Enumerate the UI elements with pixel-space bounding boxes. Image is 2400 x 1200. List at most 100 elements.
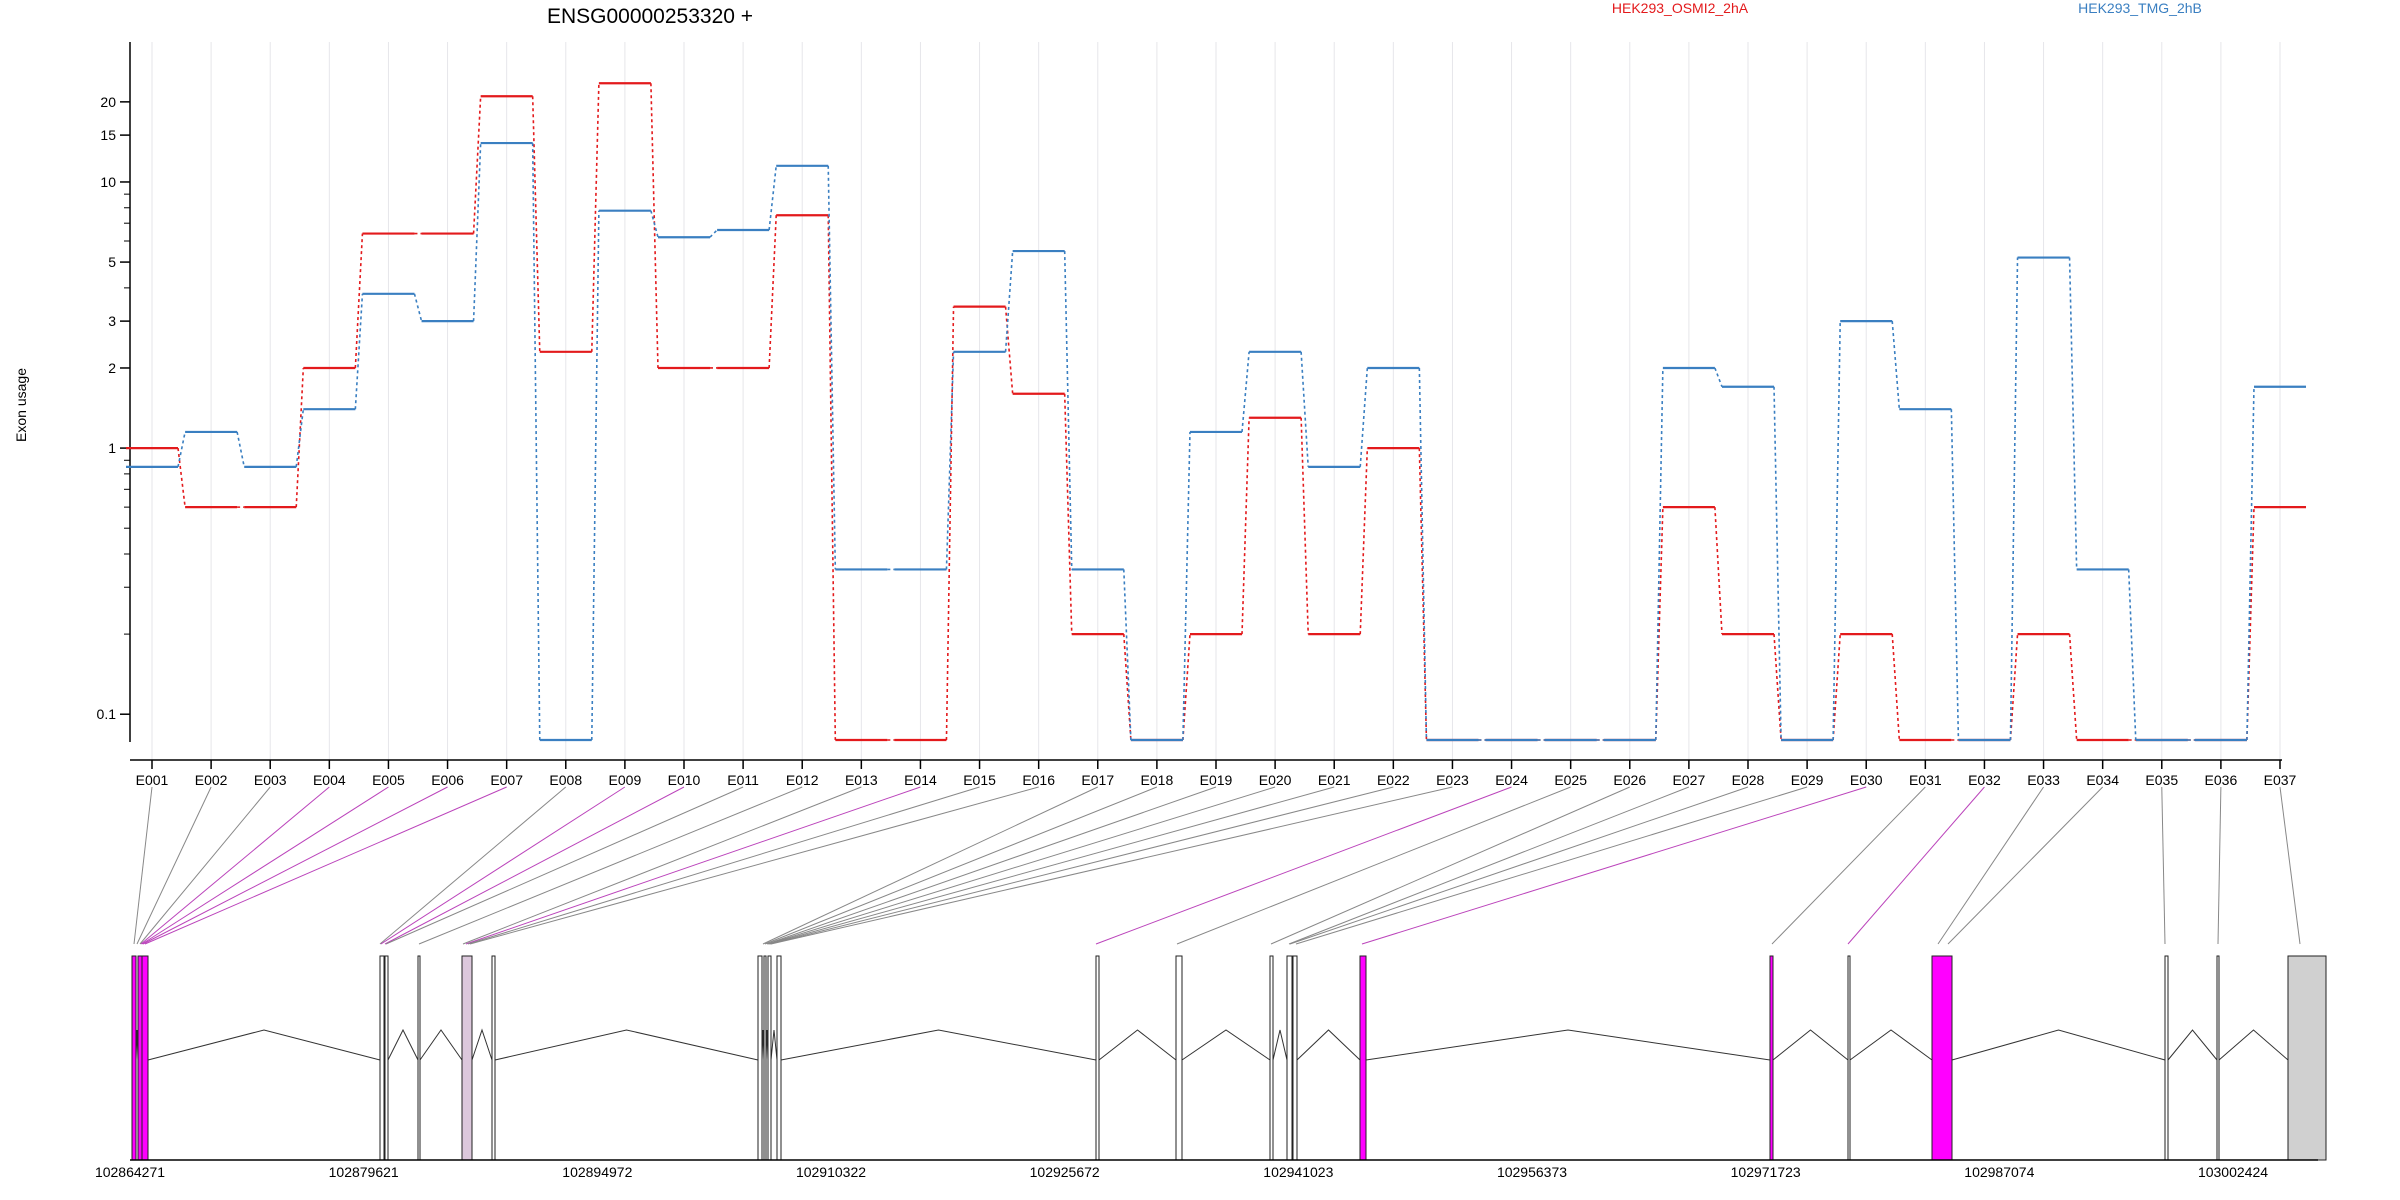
exon-connector bbox=[1289, 786, 1749, 945]
series-connector bbox=[1182, 634, 1191, 741]
exon-block bbox=[137, 955, 143, 1161]
series-lines bbox=[125, 82, 2307, 742]
x-tick-label: E014 bbox=[904, 772, 937, 788]
exon-connector bbox=[1288, 786, 1690, 945]
exon-connector bbox=[1270, 786, 1630, 945]
exon-connector bbox=[418, 786, 803, 945]
exon-block bbox=[1269, 955, 1274, 1161]
series-connector bbox=[1063, 393, 1073, 635]
exon-connector bbox=[1361, 786, 1867, 945]
y-tick-label: 3 bbox=[108, 313, 116, 329]
genomic-coordinate-label: 102864271 bbox=[95, 1164, 165, 1180]
exon-connector bbox=[142, 786, 448, 945]
exon-block bbox=[776, 955, 782, 1161]
series-connector bbox=[1241, 351, 1250, 433]
exon-block bbox=[2216, 955, 2220, 1161]
x-tick-label: E032 bbox=[1968, 772, 2001, 788]
series-connector bbox=[1300, 351, 1310, 467]
x-tick-label: E005 bbox=[372, 772, 405, 788]
intron-line bbox=[1181, 1029, 1271, 1061]
x-tick-label: E026 bbox=[1613, 772, 1646, 788]
exon-connector bbox=[766, 786, 1217, 945]
series-connector bbox=[177, 447, 186, 508]
intron-line bbox=[1365, 1029, 1771, 1061]
y-tick-label: 10 bbox=[100, 174, 116, 190]
x-tick-label: E007 bbox=[490, 772, 523, 788]
exon-connector bbox=[140, 786, 330, 945]
y-axis: 0.1 1 2 3 5 10 15 20 bbox=[97, 42, 131, 742]
genomic-coordinate-label: 102971723 bbox=[1731, 1164, 1801, 1180]
exon-block bbox=[1931, 955, 1953, 1161]
series-connector bbox=[1063, 251, 1073, 570]
exon-connector bbox=[380, 786, 626, 945]
series-connector bbox=[768, 165, 778, 231]
series-connector bbox=[650, 210, 659, 238]
exon-connector bbox=[2279, 786, 2301, 945]
genomic-coordinate-label: 103002424 bbox=[2198, 1164, 2268, 1180]
exon-block bbox=[384, 955, 389, 1161]
x-tick-label: E011 bbox=[727, 772, 759, 788]
genomic-coordinate-label: 102956373 bbox=[1497, 1164, 1567, 1180]
x-tick-label: E004 bbox=[313, 772, 346, 788]
intron-line bbox=[1272, 1029, 1288, 1061]
series-connector bbox=[2246, 507, 2255, 741]
intron-line bbox=[1849, 1029, 1933, 1061]
exon-connector bbox=[1937, 786, 2044, 945]
x-tick-label: E029 bbox=[1791, 772, 1824, 788]
series-connector bbox=[1654, 367, 1664, 741]
series-connector bbox=[2068, 634, 2078, 741]
exon-connector bbox=[384, 786, 685, 945]
exon-block bbox=[141, 955, 149, 1161]
exon-connector bbox=[385, 786, 744, 945]
vertical-gridlines bbox=[151, 42, 2281, 760]
series-connector bbox=[1182, 431, 1191, 741]
series-connector bbox=[1714, 367, 1723, 388]
x-tick-label: E021 bbox=[1318, 772, 1351, 788]
series-connector bbox=[590, 83, 600, 352]
intron-line bbox=[1951, 1029, 2166, 1061]
exon-connector bbox=[768, 786, 1335, 945]
genomic-coordinate-label: 102879621 bbox=[329, 1164, 399, 1180]
series-connector bbox=[1359, 367, 1369, 467]
series-connector bbox=[1300, 417, 1310, 635]
x-tick-label: E008 bbox=[549, 772, 582, 788]
genomic-coordinate-label: 102987074 bbox=[1964, 1164, 2034, 1180]
intron-line bbox=[2218, 1029, 2289, 1061]
x-tick-label: E010 bbox=[668, 772, 701, 788]
y-tick-label: 15 bbox=[100, 127, 116, 143]
series-connector bbox=[768, 215, 778, 369]
exon-connector bbox=[764, 786, 1158, 945]
y-tick-label: 1 bbox=[108, 440, 116, 456]
genomic-coordinate-axis: 102864271 102879621 102894972 102910322 1029… bbox=[95, 1164, 2268, 1180]
genomic-coordinate-label: 102910322 bbox=[796, 1164, 866, 1180]
exon-connector bbox=[1771, 786, 1926, 945]
exon-connector bbox=[462, 786, 862, 945]
y-tick-label: 20 bbox=[100, 94, 116, 110]
series-connector bbox=[1241, 417, 1250, 635]
exon-block bbox=[131, 955, 137, 1161]
intron-line bbox=[419, 1029, 463, 1061]
genomic-coordinate-label: 102894972 bbox=[562, 1164, 632, 1180]
exon-block bbox=[1847, 955, 1851, 1161]
x-tick-label: E006 bbox=[431, 772, 464, 788]
exon-block bbox=[461, 955, 473, 1161]
series-connector bbox=[709, 229, 718, 238]
series-connector bbox=[1418, 448, 1428, 741]
exon-connector bbox=[770, 786, 1453, 945]
series-connector bbox=[295, 367, 305, 508]
exon-block bbox=[1769, 955, 1774, 1161]
series-connector bbox=[945, 351, 955, 570]
exon-connector bbox=[1295, 786, 1808, 945]
y-tick-label: 5 bbox=[108, 254, 116, 270]
x-tick-label: E022 bbox=[1377, 772, 1410, 788]
exon-connector bbox=[767, 786, 1276, 945]
x-tick-label: E030 bbox=[1850, 772, 1883, 788]
x-tick-label: E017 bbox=[1081, 772, 1114, 788]
series-connector bbox=[1891, 634, 1901, 741]
x-tick-label: E001 bbox=[136, 772, 169, 788]
series-connector bbox=[1654, 507, 1664, 741]
exon-connector bbox=[139, 786, 271, 945]
exon-connector bbox=[144, 786, 507, 945]
exon-connector bbox=[769, 786, 1394, 945]
